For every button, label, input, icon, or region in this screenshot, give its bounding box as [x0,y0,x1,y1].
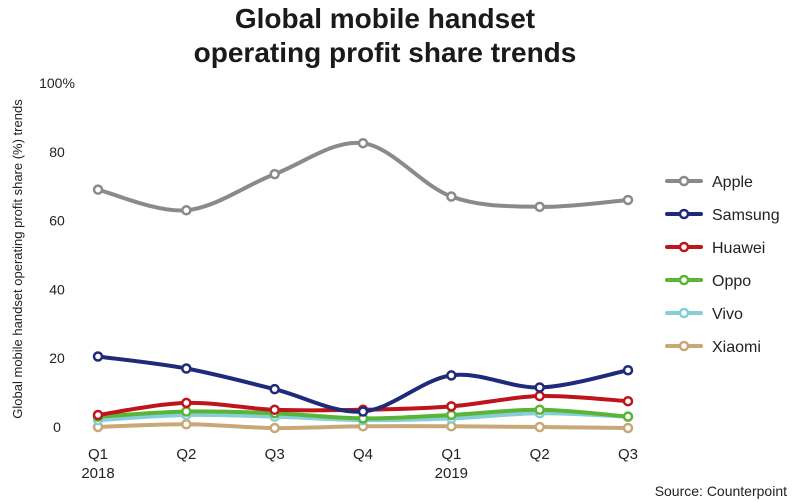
data-point-samsung [622,364,634,376]
y-tick-label: 80 [49,144,65,160]
chart-title-line-1: Global mobile handset [235,3,535,34]
legend-marker-vivo [678,307,690,319]
data-point-samsung [446,370,457,381]
source-note: Source: Counterpoint [655,483,787,499]
y-axis-label: Global mobile handset operating profit s… [10,99,25,419]
series-layer [92,137,634,434]
legend-label-huawei: Huawei [712,240,765,257]
x-tick-year-label: 2018 [81,465,114,482]
legend-marker-oppo [678,274,690,286]
data-point-huawei [181,397,192,409]
data-point-apple [622,194,634,206]
y-tick-label: 0 [53,419,61,435]
series-line-apple [96,140,630,213]
data-point-huawei [622,395,634,407]
x-tick-label: Q3 [265,446,285,463]
data-point-huawei [92,409,104,421]
x-tick-label: Q2 [176,446,196,463]
y-tick-label: 100% [39,75,75,91]
data-point-samsung [269,383,280,395]
data-point-apple [357,137,369,149]
data-point-samsung [534,382,545,393]
chart-title-line-2: operating profit share trends [194,37,577,68]
legend-marker-xiaomi [678,340,690,352]
data-point-apple [92,184,104,195]
legend-label-samsung: Samsung [712,207,780,224]
y-tick-label: 20 [49,350,65,366]
data-point-huawei [534,390,545,402]
y-tick-label: 40 [49,281,65,297]
x-tick-label: Q1 [88,446,108,463]
data-point-huawei [446,401,457,412]
x-tick-year-label: 2019 [435,465,468,482]
x-tick-label: Q1 [441,446,461,463]
x-tick-label: Q3 [618,446,638,463]
y-tick-label: 60 [49,213,65,229]
y-ticks: 0 20 40 60 80 100% [39,75,75,435]
data-point-xiaomi [181,418,192,430]
legend-marker-samsung [678,208,690,220]
data-point-apple [446,191,457,202]
legend-marker-huawei [678,241,690,253]
legend-label-oppo: Oppo [712,273,751,290]
data-point-samsung [181,363,192,374]
x-ticks: Q1 2018 Q2 Q3 Q4 Q1 2019 Q2 Q3 [81,446,638,482]
data-point-huawei [269,404,280,416]
data-point-samsung [357,406,369,417]
legend-marker-apple [678,175,690,187]
x-tick-label: Q4 [353,446,373,463]
data-point-samsung [92,351,104,362]
data-point-oppo [446,409,457,421]
data-point-xiaomi [269,422,280,434]
legend: Apple Samsung Huawei Oppo Vivo Xiaomi [665,174,780,356]
legend-label-vivo: Vivo [712,306,743,323]
data-point-apple [534,201,545,213]
x-tick-label: Q2 [530,446,550,463]
data-point-oppo [534,404,545,416]
data-point-xiaomi [534,421,545,433]
data-point-apple [269,168,280,180]
data-point-oppo [622,411,634,422]
data-point-xiaomi [622,422,634,434]
data-point-apple [181,205,192,216]
data-point-oppo [181,406,192,417]
legend-label-apple: Apple [712,174,753,191]
legend-label-xiaomi: Xiaomi [712,339,761,356]
